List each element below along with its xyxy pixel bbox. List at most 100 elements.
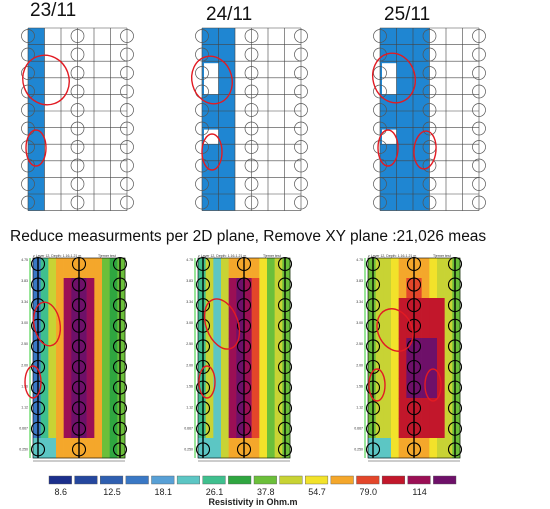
resistivity-cell [213,338,222,359]
electrode-circle [422,177,437,191]
anomaly-ellipse [424,368,442,402]
resistivity-cell [94,258,103,279]
resistivity-cell [251,418,260,439]
resistivity-cell [228,438,237,459]
resistivity-cell [102,258,110,279]
resistivity-cell [71,278,80,299]
resistivity-cell [86,318,95,339]
resistivity-cell [406,358,415,379]
resistivity-cell [40,258,49,279]
resistivity-cell [228,398,237,419]
electrode-circle [71,421,87,436]
resistivity-cell [398,298,407,319]
electrode-circle [472,158,486,173]
resistivity-cell [421,438,430,459]
y-tick-label: 1.12 [186,405,193,409]
resistivity-cell [452,398,461,419]
colorbar-swatches [48,475,457,485]
resistivity-cell [63,378,72,399]
resistivity-cell [368,318,376,339]
resistivity-cell [437,298,445,319]
y-tick-label: 0.250 [184,447,193,451]
resistivity-cell [244,358,252,379]
resistivity-cell [228,378,237,399]
y-tick-label: 3.34 [356,300,363,304]
resistivity-cell [236,258,245,279]
colorbar-tick-label: 8.6 [54,487,68,497]
colorbar-swatch [253,475,277,485]
resistivity-cell [452,338,461,359]
electrode-circle [472,84,486,99]
resistivity-cell [383,378,392,399]
electrode-circle [112,339,128,354]
colorbar-tick-label: 79.0 [359,487,378,497]
resistivity-cell [236,438,245,459]
electrode-circle [21,47,35,62]
resistivity-cell [102,338,110,359]
colorbar-labels: 8.6 12.5 18.1 26.1 37.8 54.7 79.0 114 [48,487,458,497]
y-tick-label: 3.34 [186,300,193,304]
y-tick-label: 2.50 [356,342,363,346]
resistivity-cell [421,418,430,439]
resistivity-cell [71,318,80,339]
resistivity-cell [48,278,57,299]
electrode-circle [365,401,381,416]
electrode-circle [373,140,387,154]
electrode-circle [294,84,308,99]
resistivity-cell [86,258,95,279]
resistivity-cell [33,338,41,359]
resistivity-cell [71,338,80,359]
date-label: 23/11 [30,0,77,21]
electrode-circle [244,140,259,154]
resistivity-cell [198,378,206,399]
resistivity-cell [236,278,245,299]
anomaly-ellipse [413,130,437,170]
electrode-circle [70,103,85,117]
electrode-circle [70,47,85,62]
resistivity-cell [391,398,399,419]
electrode-circle [447,339,463,354]
colorbar-title: Resistivity in Ohm.m [208,497,298,507]
resistivity-cell [221,278,229,299]
electrode-circle [406,442,422,457]
resistivity-cell [391,418,399,439]
electrode-circle [277,277,293,292]
dry-cell [204,129,219,145]
resistivity-cell [421,258,430,279]
resistivity-cell [414,278,422,299]
electrode-circle [472,140,486,154]
electrode-circle [447,359,463,375]
top-panel-2: 24/11 [191,0,312,215]
resistivity-map: z Layer 12, Depth: 1.16-1.21 m Tjerner te… [354,254,463,462]
resistivity-cell [414,338,422,359]
electrode-circle [71,359,87,375]
electrode-circle [71,380,87,395]
blue-column [396,28,413,211]
resistivity-cell [213,278,222,299]
resistivity-cell [117,418,126,439]
resistivity-cell [267,318,275,339]
resistivity-cell [259,358,268,379]
resistivity-cell [383,318,392,339]
electrode-circle [195,158,209,173]
electrode-circle [120,140,134,154]
y-tick-label: 2.00 [21,363,28,367]
resistivity-cell [198,438,206,459]
resistivity-cell [437,418,445,439]
resistivity-cell [48,378,57,399]
resistivity-cell [221,318,229,339]
resistivity-cell [259,318,268,339]
resistivity-cell [406,278,415,299]
electrode-circle [21,121,35,136]
resistivity-cell [86,298,95,319]
resistivity-cell [86,438,95,459]
resistivity-cell [391,278,399,299]
resistivity-cell [414,358,422,379]
resistivity-cell [437,438,445,459]
resistivity-cell [398,378,407,399]
electrode-circle [294,177,308,191]
resistivity-cell [244,418,252,439]
dry-cell [382,63,397,95]
resistivity-cell [117,358,126,379]
resistivity-cell [86,278,95,299]
